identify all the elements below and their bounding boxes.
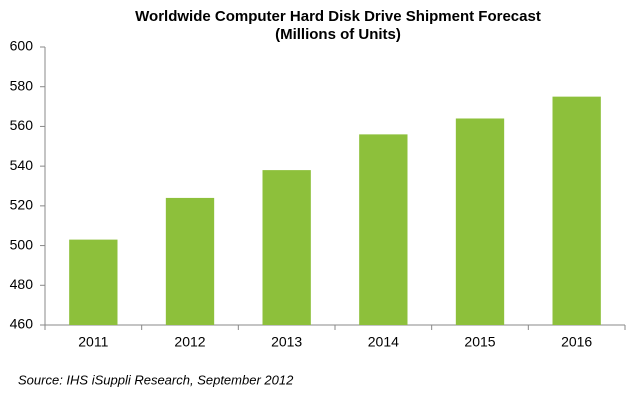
bar [552,96,601,326]
y-tick-label: 560 [10,117,34,133]
bar [455,118,505,325]
x-tick-label: 2012 [174,334,205,350]
y-tick-label: 520 [10,197,34,213]
y-tick-label: 540 [10,157,34,173]
y-tick-label: 460 [10,316,34,332]
bar [262,170,311,325]
y-tick-label: 580 [10,77,34,93]
bar [69,239,118,325]
chart-title: Worldwide Computer Hard Disk Drive Shipm… [135,8,541,25]
source-note: Source: IHS iSuppli Research, September … [18,372,294,387]
y-tick-label: 600 [10,38,34,54]
x-tick-label: 2016 [561,334,592,350]
y-tick-label: 500 [10,236,34,252]
bar [359,134,408,325]
x-tick-label: 2013 [271,334,302,350]
x-tick-label: 2015 [464,334,495,350]
x-tick-label: 2014 [368,334,399,350]
bar [165,197,215,325]
y-tick-label: 480 [10,276,34,292]
x-tick-label: 2011 [78,334,108,350]
chart-subtitle: (Millions of Units) [275,26,401,43]
